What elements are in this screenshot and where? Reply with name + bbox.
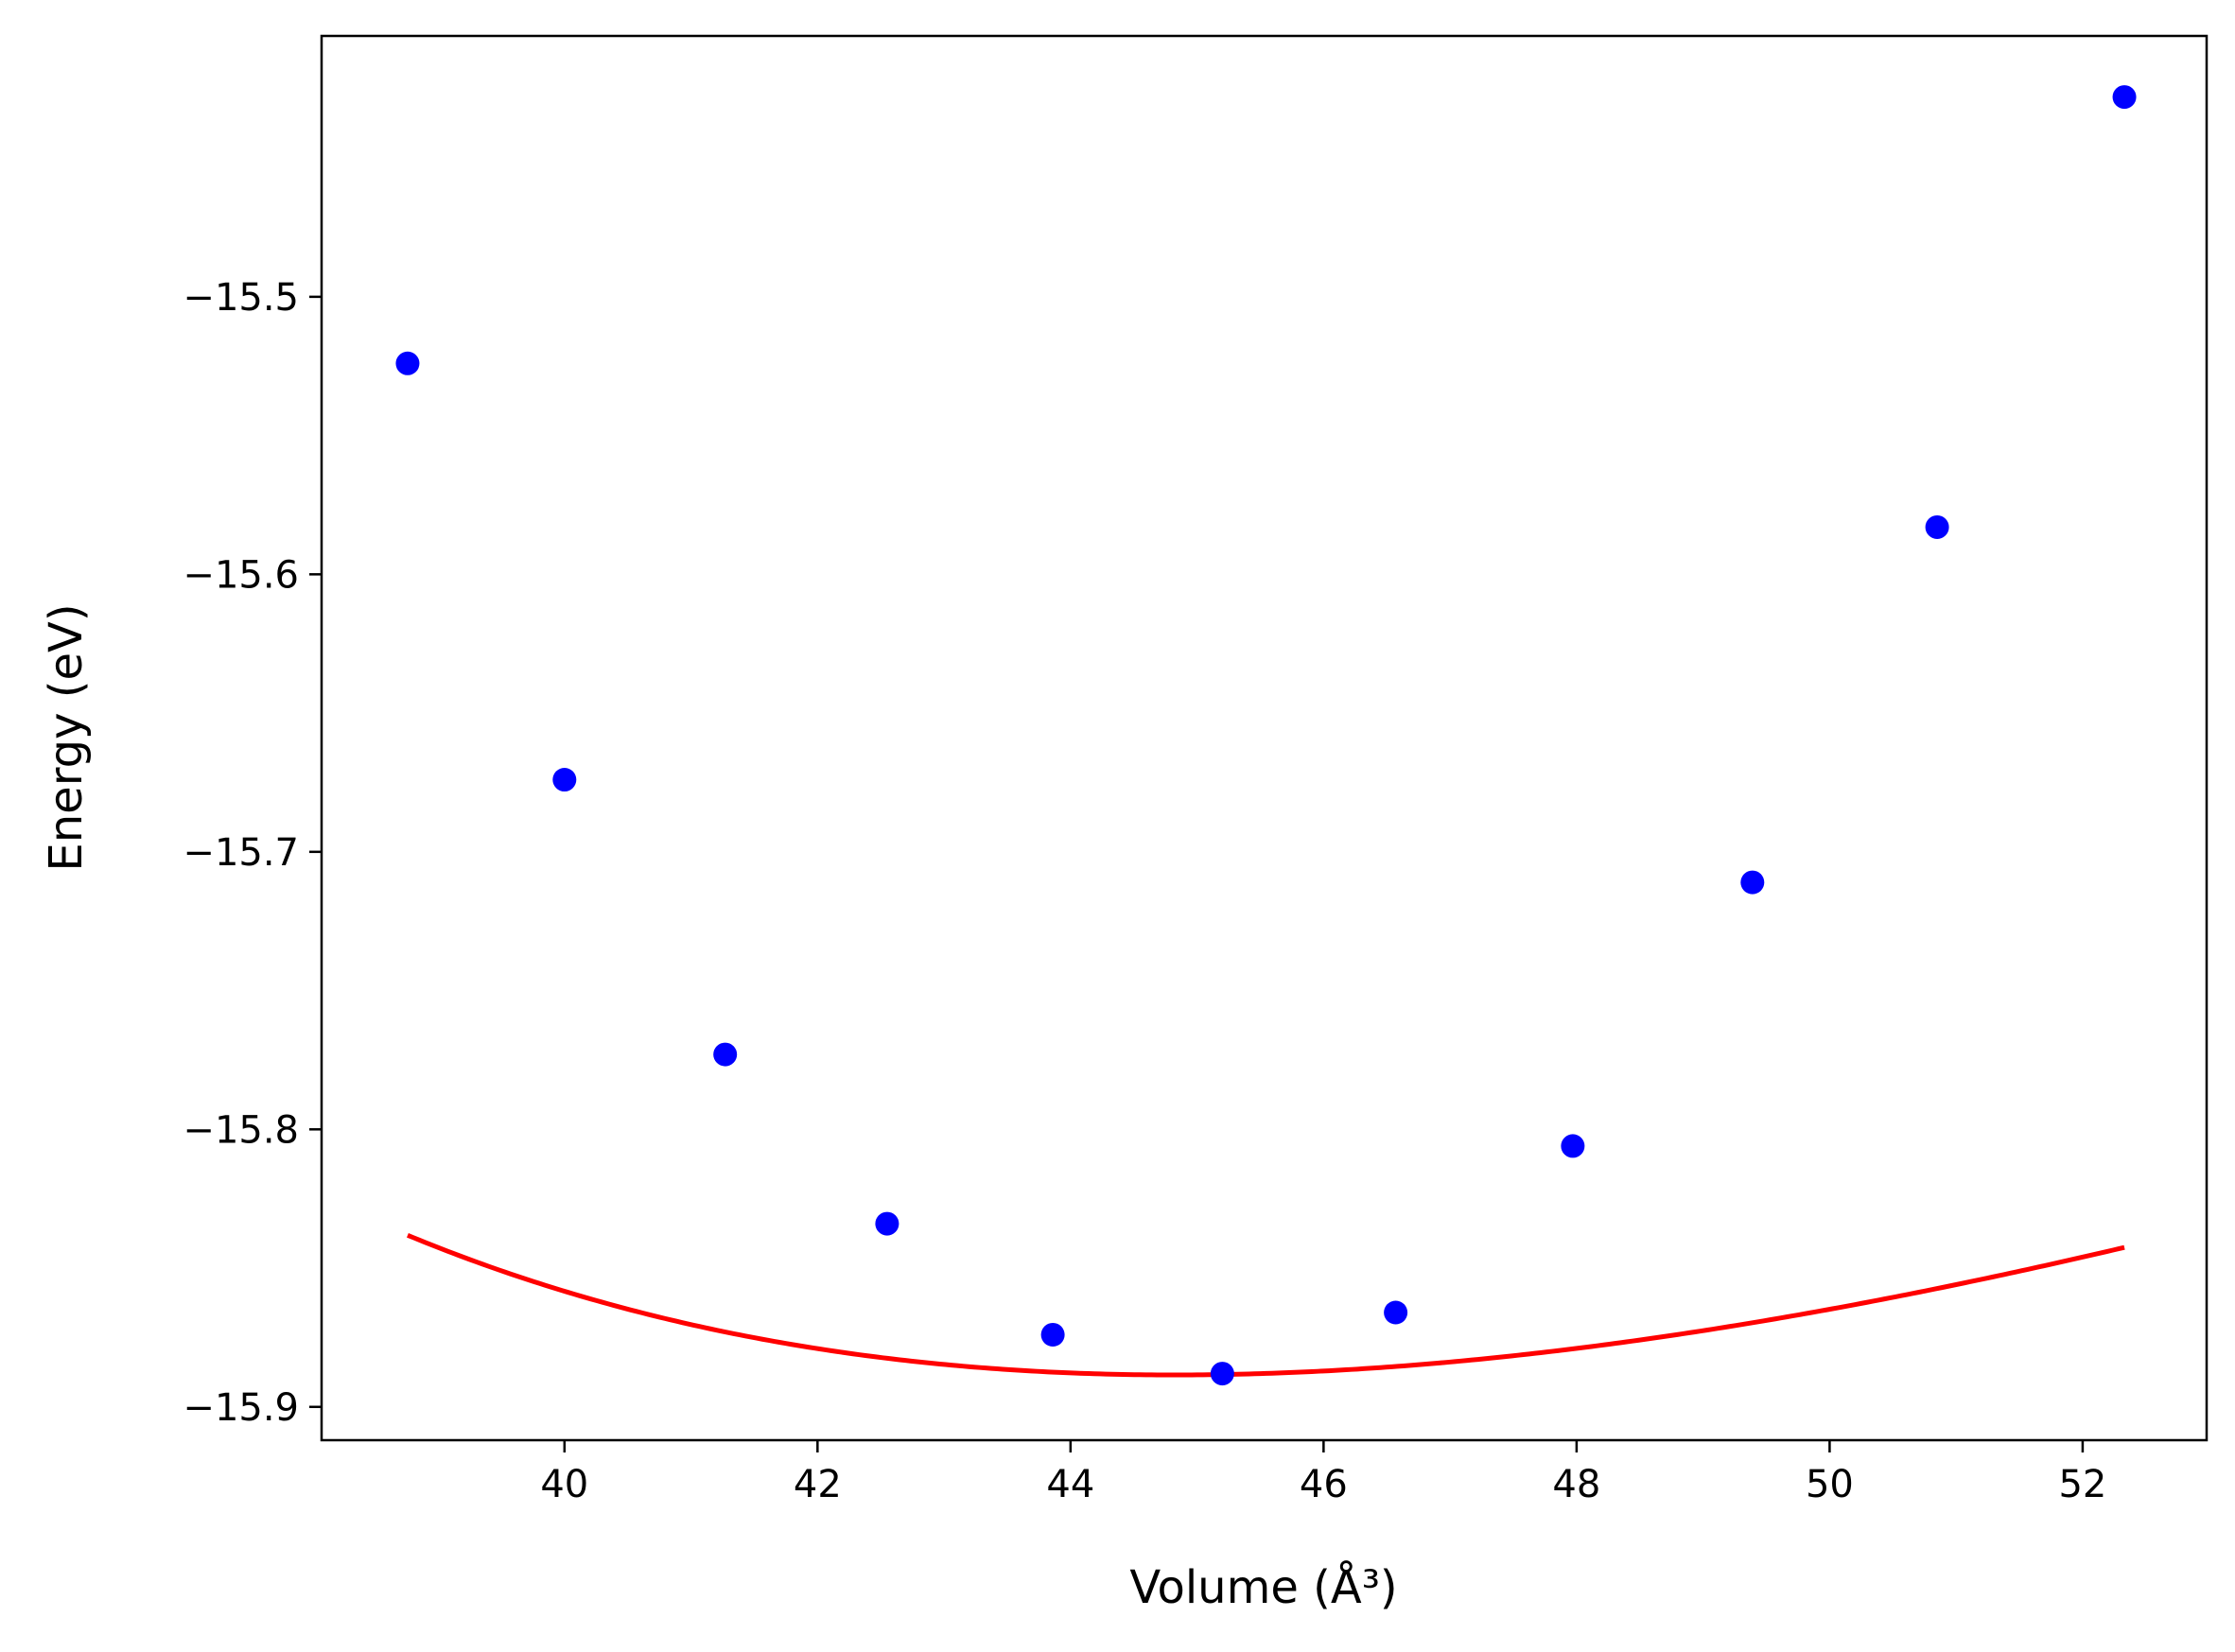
y-axis-ticks: −15.5 −15.6 −15.7 −15.8 −15.9 bbox=[183, 276, 322, 1430]
x-tick-label: 44 bbox=[1046, 1463, 1094, 1506]
data-point bbox=[1384, 1300, 1408, 1325]
data-point bbox=[875, 1211, 899, 1236]
x-tick-label: 40 bbox=[540, 1463, 588, 1506]
x-tick-label: 42 bbox=[794, 1463, 842, 1506]
plot-frame bbox=[320, 34, 2209, 1442]
data-point bbox=[1925, 514, 1949, 539]
data-point bbox=[1740, 870, 1765, 895]
y-tick-label: −15.6 bbox=[183, 553, 299, 597]
x-tick-label: 50 bbox=[1806, 1463, 1854, 1506]
data-point bbox=[1040, 1322, 1065, 1347]
y-tick-label: −15.5 bbox=[183, 276, 299, 320]
y-axis-label: Energy (eV) bbox=[40, 603, 93, 871]
data-point bbox=[1210, 1362, 1234, 1386]
x-tick-label: 52 bbox=[2058, 1463, 2106, 1506]
y-tick-label: −15.7 bbox=[183, 831, 299, 875]
y-tick-label: −15.8 bbox=[183, 1108, 299, 1152]
x-axis-label: Volume (Å³) bbox=[1129, 1560, 1397, 1614]
x-tick-label: 48 bbox=[1552, 1463, 1600, 1506]
plot-layer bbox=[395, 85, 2137, 1386]
data-point bbox=[713, 1042, 738, 1067]
data-point bbox=[1561, 1134, 1585, 1158]
x-axis-ticks: 40 42 44 46 48 50 52 bbox=[540, 1440, 2106, 1506]
y-tick-label: −15.9 bbox=[183, 1386, 299, 1430]
data-point bbox=[2112, 85, 2137, 110]
x-tick-label: 46 bbox=[1300, 1463, 1348, 1506]
fit-curve-line bbox=[407, 1232, 2125, 1378]
data-point bbox=[395, 351, 420, 375]
data-point bbox=[552, 768, 577, 792]
